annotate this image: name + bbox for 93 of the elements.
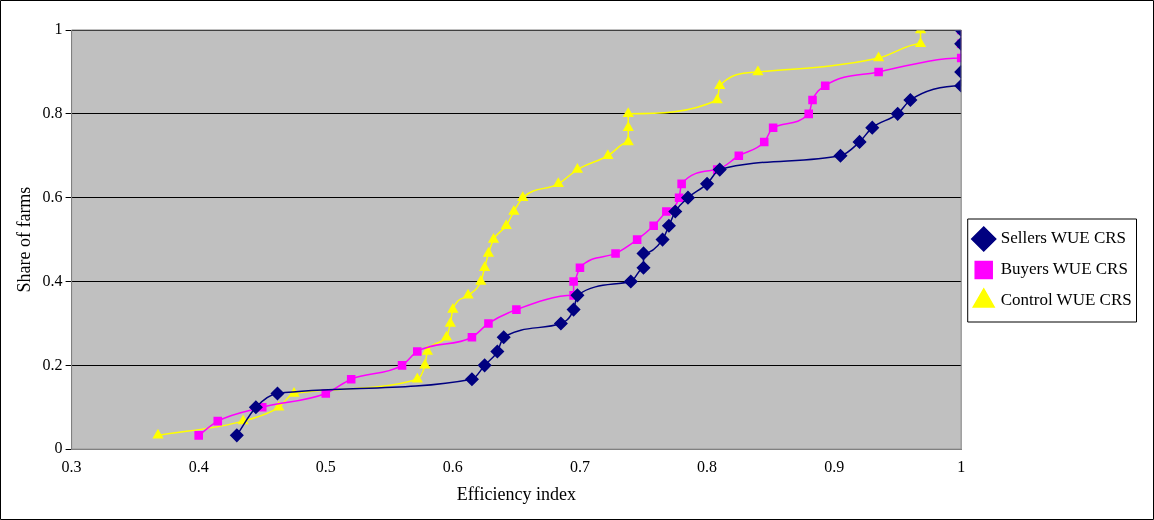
point (477, 358, 492, 373)
point (213, 416, 223, 426)
point (915, 38, 926, 48)
point (903, 93, 918, 107)
point (833, 149, 848, 163)
point (808, 95, 817, 105)
point (152, 429, 164, 439)
point (865, 120, 879, 135)
y-tick-label: 0.8 (42, 104, 63, 122)
legend-label: Sellers WUE CRS (1000, 228, 1127, 248)
point (475, 275, 486, 285)
point (572, 163, 583, 173)
point (632, 235, 642, 244)
point (412, 347, 422, 356)
x-axis-title: Efficiency index (456, 483, 576, 504)
x-tick-label: 0.8 (697, 458, 718, 475)
y-tick-label: 0.4 (42, 271, 63, 289)
point (570, 288, 585, 303)
point (273, 401, 284, 411)
point (270, 386, 285, 401)
point (346, 374, 356, 384)
point (668, 204, 683, 219)
point (488, 233, 499, 243)
point (623, 136, 634, 146)
point (419, 359, 430, 369)
point (566, 302, 581, 317)
legend-label: Control WUE CRS (1000, 290, 1132, 310)
point (874, 67, 883, 77)
point (194, 431, 203, 440)
point (479, 261, 490, 271)
point (422, 345, 433, 355)
point (712, 94, 723, 104)
point (700, 177, 714, 191)
point (501, 220, 512, 230)
point (496, 330, 511, 345)
point (636, 246, 651, 261)
x-tick-label: 0.4 (188, 458, 209, 475)
point (681, 190, 695, 205)
point (611, 249, 620, 258)
y-tick-label: 0.2 (42, 355, 63, 373)
point (412, 373, 423, 383)
point (465, 372, 479, 386)
point (484, 319, 493, 328)
point (624, 274, 638, 289)
point (636, 260, 651, 275)
point (553, 178, 564, 188)
point (517, 191, 528, 201)
x-tick-label: 1 (957, 458, 966, 475)
point (890, 107, 905, 121)
point (249, 400, 263, 415)
y-axis-title: Share of farms (13, 186, 34, 293)
point (804, 109, 813, 119)
point (397, 361, 407, 370)
point (441, 331, 452, 341)
point (554, 316, 568, 331)
point (445, 317, 456, 327)
y-tick-label: 0.6 (42, 187, 63, 205)
point (467, 332, 477, 342)
point (623, 121, 634, 131)
point (655, 232, 670, 247)
point (714, 80, 725, 89)
point (490, 344, 505, 359)
point (623, 108, 634, 118)
point (768, 123, 778, 132)
point (508, 205, 519, 215)
point (662, 207, 671, 216)
point (512, 305, 521, 314)
x-tick-label: 0.3 (61, 458, 82, 475)
point (649, 221, 658, 231)
point (852, 135, 867, 149)
point (602, 150, 613, 160)
point (230, 428, 244, 443)
point (734, 151, 744, 161)
point (483, 247, 494, 257)
x-tick-label: 0.9 (824, 458, 845, 475)
x-tick-label: 0.6 (442, 458, 463, 475)
legend-label: Buyers WUE CRS (1000, 259, 1128, 279)
y-tick-label: 1 (54, 20, 63, 38)
point (674, 193, 684, 202)
point (575, 263, 585, 272)
point (759, 137, 769, 147)
point (463, 289, 474, 299)
x-tick-label: 0.7 (569, 458, 590, 475)
x-tick-label: 0.5 (315, 458, 336, 475)
point (873, 52, 884, 62)
point (662, 219, 676, 233)
point (569, 277, 578, 286)
y-tick-label: 0 (54, 439, 63, 457)
point (677, 179, 686, 189)
point (820, 81, 830, 91)
point (447, 303, 458, 313)
point (713, 162, 727, 177)
point (752, 66, 763, 76)
